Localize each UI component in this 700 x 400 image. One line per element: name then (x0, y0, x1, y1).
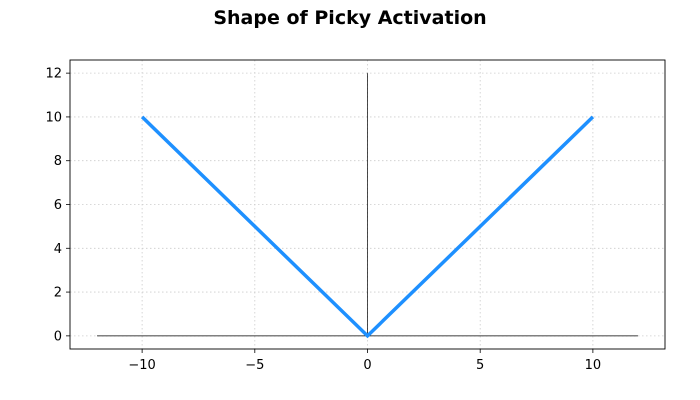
series-line-0 (140, 115, 595, 339)
x-tick-label-3: 5 (476, 358, 484, 373)
y-tick-label-5: 10 (45, 110, 62, 125)
x-tick-label-1: −5 (245, 358, 264, 373)
y-tick-label-2: 4 (54, 242, 62, 257)
chart-title: Shape of Picky Activation (213, 7, 486, 29)
y-tick-label-0: 0 (54, 329, 62, 344)
y-tick-label-6: 12 (45, 67, 62, 82)
x-tick-label-0: −10 (128, 358, 155, 373)
x-tick-label-2: 0 (363, 358, 371, 373)
y-tick-label-4: 8 (54, 154, 62, 169)
x-tick-label-4: 10 (585, 358, 602, 373)
x-axis: −10 −5 0 5 10 (128, 349, 601, 373)
y-axis: 0 2 4 6 8 10 12 (45, 67, 70, 344)
y-tick-label-1: 2 (54, 286, 62, 301)
series-group (140, 115, 595, 339)
y-tick-label-3: 6 (54, 198, 62, 213)
